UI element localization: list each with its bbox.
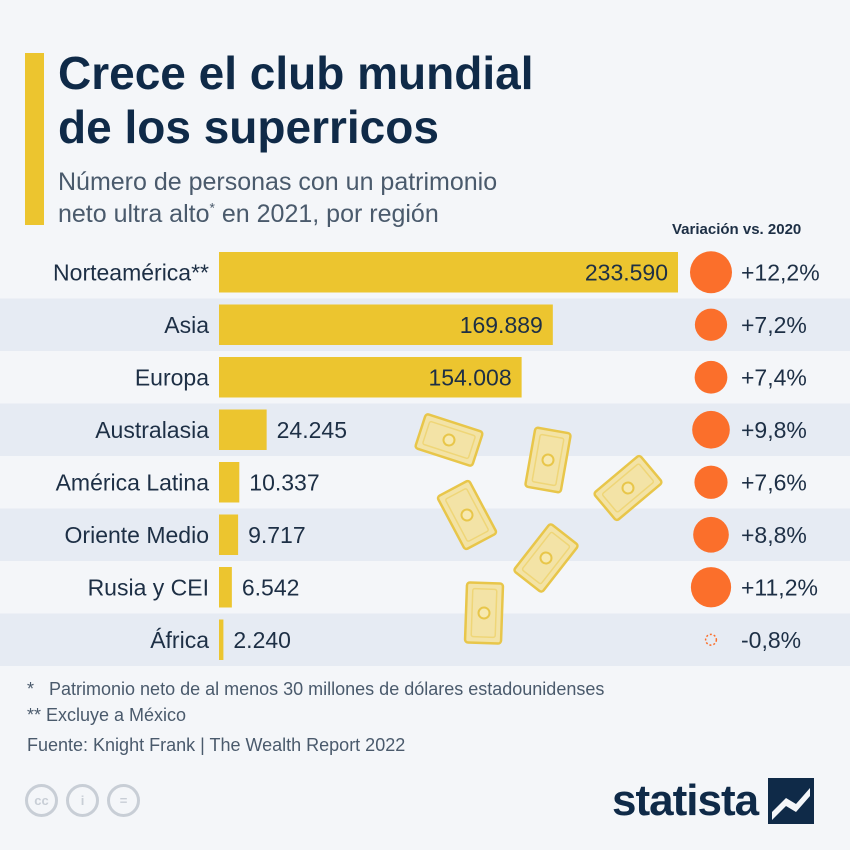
variation-circle [693,516,729,553]
value-label: 169.889 [460,312,543,338]
chart-title: Crece el club mundial de los superricos [58,46,533,154]
subtitle-asterisk: * [209,199,215,216]
variation-label: +12,2% [741,259,820,285]
variation-header: Variación vs. 2020 [672,221,802,238]
brand-name: statista [612,776,759,825]
subtitle-tail: en 2021, por región [214,200,439,228]
category-label: América Latina [56,469,210,495]
variation-circle [692,410,730,449]
bar [219,619,224,660]
category-label: Norteamérica** [53,259,209,285]
row-stripe [0,613,850,666]
statista-logo-icon [768,778,815,824]
variation-circle [690,251,732,294]
bar [219,357,522,398]
source-note: Fuente: Knight Frank | The Wealth Report… [27,735,406,755]
value-label: 2.240 [233,627,291,653]
cc-icon[interactable]: cc [25,784,58,817]
value-label: 154.008 [428,364,511,390]
value-label: 233.590 [585,259,668,285]
category-label: Asia [164,312,209,338]
variation-circle [694,465,728,499]
variation-label: +7,4% [741,364,807,390]
chart-subtitle: Número de personas con un patrimonio net… [58,166,497,230]
category-label: Europa [135,364,209,390]
no-derivatives-icon[interactable]: = [107,784,140,817]
value-label: 24.245 [277,417,347,443]
statista-brand[interactable]: statista [612,776,815,826]
variation-circle [694,308,728,341]
category-label: Australasia [95,417,209,443]
title-accent-bar [25,53,44,225]
variation-circle [694,360,728,394]
variation-label: +8,8% [741,522,807,548]
title-line-2: de los superricos [58,101,439,153]
title-line-1: Crece el club mundial [58,47,534,99]
subtitle-line-2: neto ultra alto [58,200,210,228]
category-label: África [150,627,209,653]
category-label: Rusia y CEI [88,574,209,600]
bar [219,514,239,555]
footnote-2: ** Excluye a México [27,705,187,725]
license-icons: cc i = [25,784,140,817]
variation-label: +9,8% [741,417,807,443]
bar [219,462,240,503]
variation-label: +11,2% [741,574,818,600]
variation-label: +7,2% [741,312,807,338]
attribution-icon[interactable]: i [66,784,99,817]
value-label: 9.717 [248,522,306,548]
variation-label: -0,8% [741,627,801,653]
variation-circle [690,567,732,608]
bar [219,304,553,345]
bar [219,252,678,293]
bar [219,567,232,608]
value-label: 6.542 [242,574,300,600]
category-label: Oriente Medio [65,522,209,548]
bar [219,409,267,450]
footnote-1: * Patrimonio neto de al menos 30 millone… [27,679,605,699]
variation-circle [704,633,718,646]
value-label: 10.337 [249,469,319,495]
subtitle-line-1: Número de personas con un patrimonio [58,168,498,196]
variation-label: +7,6% [741,469,807,495]
